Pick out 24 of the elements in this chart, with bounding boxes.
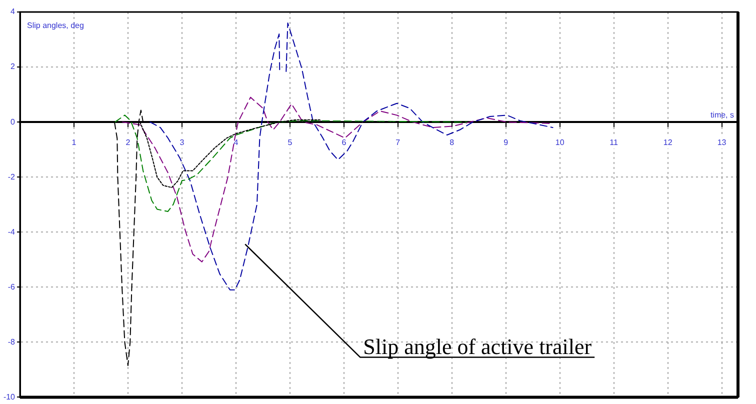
y-axis-title: Slip angles, deg bbox=[27, 21, 84, 30]
y-tick-label: -6 bbox=[8, 282, 16, 292]
x-tick-label: 9 bbox=[504, 138, 509, 148]
y-tick-label: 0 bbox=[10, 117, 16, 126]
x-tick-label: 2 bbox=[126, 138, 131, 148]
x-tick-label: 6 bbox=[342, 138, 347, 148]
x-tick-label: 10 bbox=[555, 138, 565, 148]
x-tick-label: 4 bbox=[234, 138, 239, 148]
x-tick-label: 5 bbox=[288, 138, 293, 148]
y-tick-label: -8 bbox=[8, 337, 16, 346]
x-axis-title: time, s bbox=[710, 110, 734, 120]
x-tick-label: 7 bbox=[396, 138, 401, 148]
annotation: Slip angle of active trailer bbox=[363, 334, 592, 360]
y-tick-label: -4 bbox=[8, 227, 16, 236]
x-tick-label: 13 bbox=[717, 138, 727, 148]
y-tick-label: 2 bbox=[10, 62, 16, 72]
x-tick-label: 12 bbox=[663, 138, 673, 148]
y-tick-label: -10 bbox=[3, 392, 16, 402]
y-tick-label: 4 bbox=[10, 7, 16, 16]
x-tick-label: 1 bbox=[72, 138, 77, 148]
x-tick-label: 3 bbox=[180, 138, 185, 148]
x-tick-label: 8 bbox=[450, 138, 455, 148]
x-tick-label: 11 bbox=[610, 138, 619, 148]
y-tick-label: -2 bbox=[8, 172, 16, 182]
